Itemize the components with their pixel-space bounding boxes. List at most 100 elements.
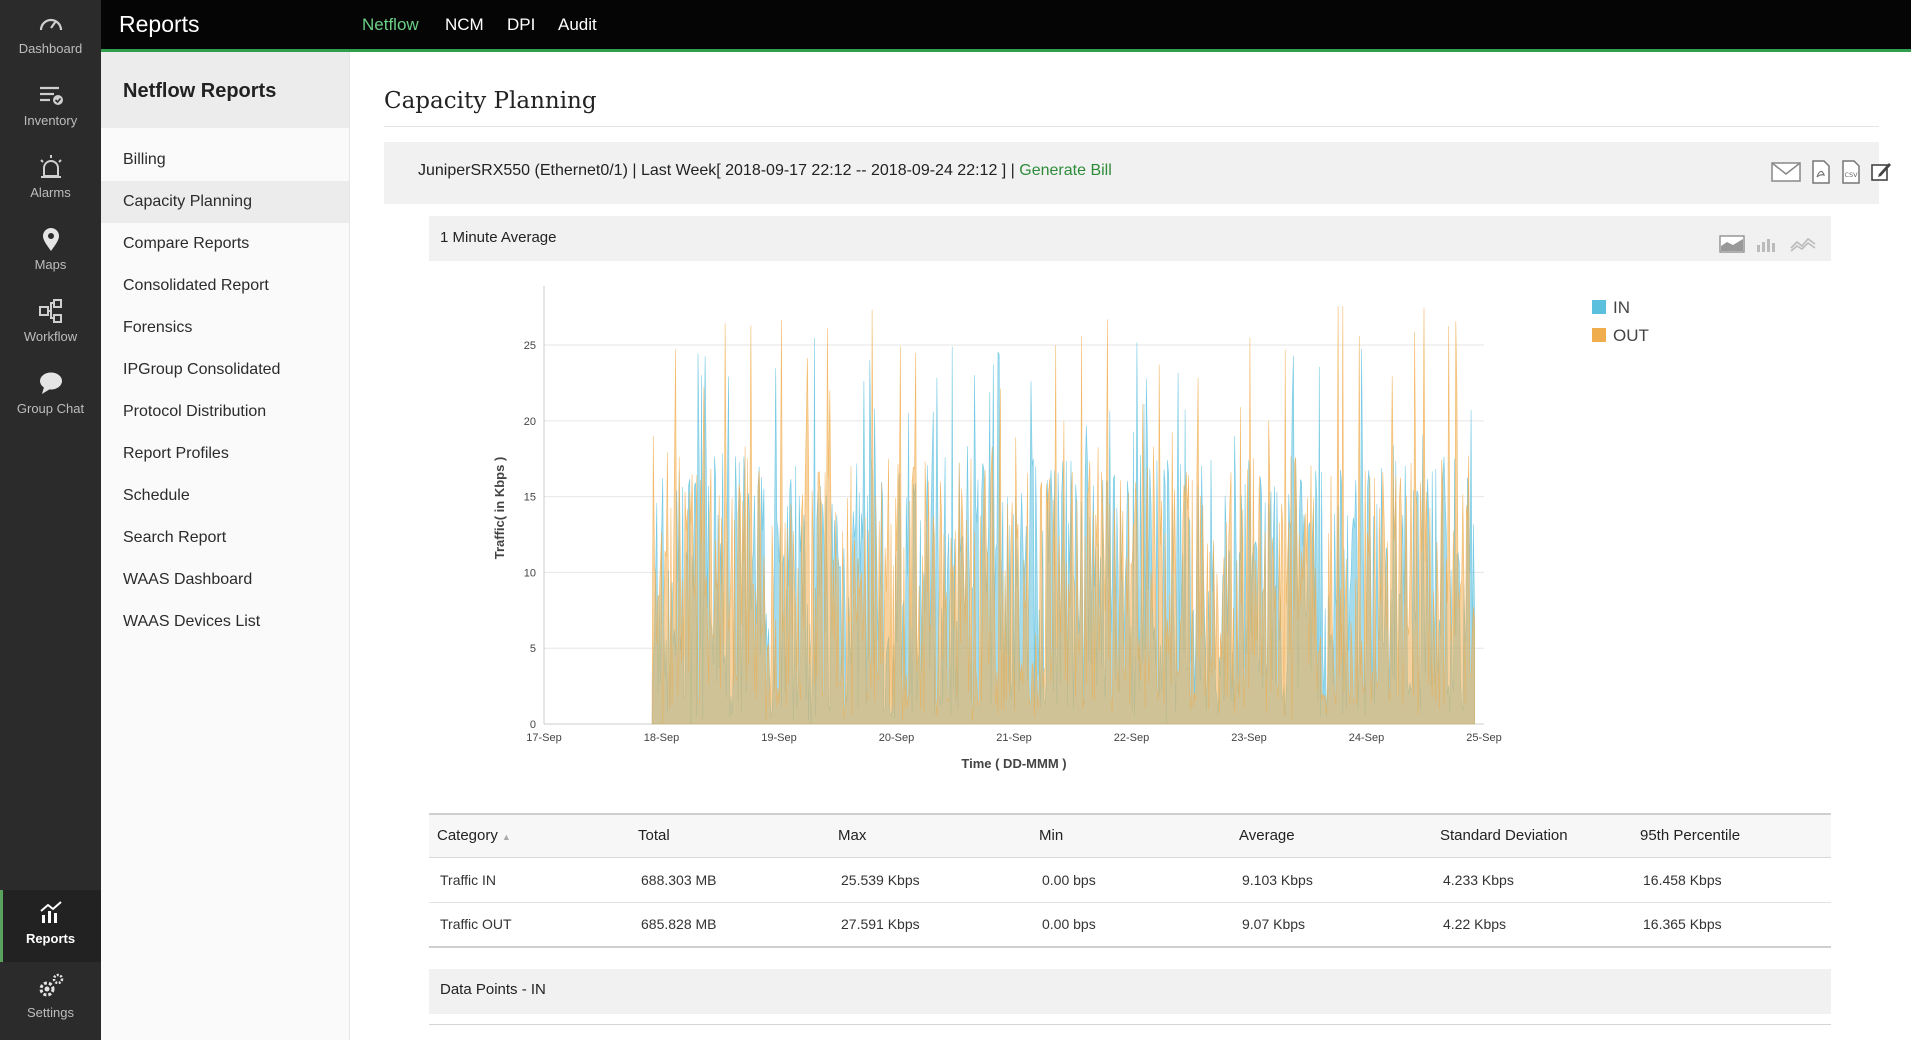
table-cell: 4.22 Kbps xyxy=(1432,902,1632,948)
divider xyxy=(429,1024,1831,1025)
tab-audit[interactable]: Audit xyxy=(558,15,597,34)
bar-chart-icon[interactable] xyxy=(1755,235,1779,253)
data-points-header: Data Points - IN xyxy=(429,969,1831,1014)
rail-item-workflow[interactable]: Workflow xyxy=(0,288,101,360)
sidebar-item-report-profiles[interactable]: Report Profiles xyxy=(123,445,229,462)
chart-header-title: 1 Minute Average xyxy=(440,229,557,246)
x-tick-label: 18-Sep xyxy=(644,732,679,744)
sidebar-item-protocol-distribution[interactable]: Protocol Distribution xyxy=(123,403,267,420)
legend-label-out: OUT xyxy=(1613,326,1649,345)
rail-item-reports[interactable]: Reports xyxy=(0,890,101,962)
column-header-95th-percentile: 95th Percentile xyxy=(1632,813,1831,858)
tab-netflow[interactable]: Netflow xyxy=(362,15,419,34)
table-header-row: Category ▲ Total Max Min Average Standard… xyxy=(429,813,1831,858)
pdf-icon[interactable] xyxy=(1810,159,1832,185)
x-tick-label: 17-Sep xyxy=(526,732,561,744)
table-cell: 0.00 bps xyxy=(1031,857,1231,903)
legend-label-in: IN xyxy=(1613,298,1630,317)
table-cell: 688.303 MB xyxy=(630,857,830,903)
sort-icon[interactable]: ▲ xyxy=(501,832,511,843)
rail-item-dashboard[interactable]: Dashboard xyxy=(0,0,101,72)
tab-ncm[interactable]: NCM xyxy=(445,15,484,34)
gear-icon xyxy=(39,973,63,997)
rail-label: Inventory xyxy=(23,113,78,128)
y-tick-label: 5 xyxy=(530,643,536,655)
sidebar-item-waas-devices-list[interactable]: WAAS Devices List xyxy=(123,613,261,630)
chart-header: 1 Minute Average xyxy=(429,216,1831,261)
sidebar-item-compare-reports[interactable]: Compare Reports xyxy=(123,235,250,252)
sidebar-item-search-report[interactable]: Search Report xyxy=(123,529,227,546)
rail-item-alarms[interactable]: Alarms xyxy=(0,144,101,216)
reports-chart-icon xyxy=(39,901,62,923)
sidebar-item-ipgroup-consolidated[interactable]: IPGroup Consolidated xyxy=(123,361,281,378)
table-row: Traffic IN 688.303 MB 25.539 Kbps 0.00 b… xyxy=(429,857,1831,903)
rail-item-maps[interactable]: Maps xyxy=(0,216,101,288)
table-cell: 25.539 Kbps xyxy=(830,857,1031,903)
rail-label: Settings xyxy=(27,1005,74,1020)
report-info-text: JuniperSRX550 (Ethernet0/1) | Last Week[… xyxy=(418,162,1015,179)
column-header-label: Category xyxy=(437,827,498,845)
table-cell: 16.365 Kbps xyxy=(1632,902,1831,948)
left-rail: Dashboard Inventory Alarms Maps Workflow… xyxy=(0,0,101,1040)
x-tick-label: 25-Sep xyxy=(1466,732,1501,744)
chat-icon xyxy=(39,372,62,394)
legend-swatch-out xyxy=(1592,328,1606,342)
page-title: Capacity Planning xyxy=(384,88,597,114)
rail-item-inventory[interactable]: Inventory xyxy=(0,72,101,144)
sidebar-item-capacity-planning[interactable]: Capacity Planning xyxy=(101,181,349,223)
table-row: Traffic OUT 685.828 MB 27.591 Kbps 0.00 … xyxy=(429,902,1831,948)
y-tick-label: 10 xyxy=(524,567,536,579)
netflow-reports-sidebar: Netflow Reports Billing Capacity Plannin… xyxy=(101,52,350,1040)
rail-label: Reports xyxy=(25,931,76,946)
column-header-std-dev: Standard Deviation xyxy=(1432,813,1632,858)
y-tick-label: 25 xyxy=(524,340,536,352)
rail-label: Alarms xyxy=(30,185,71,200)
sidebar-item-billing[interactable]: Billing xyxy=(123,151,166,168)
stats-table: Category ▲ Total Max Min Average Standard… xyxy=(429,813,1831,948)
sidebar-item-forensics[interactable]: Forensics xyxy=(123,319,193,336)
rail-label: Maps xyxy=(34,257,67,272)
workflow-icon xyxy=(38,299,62,323)
edit-icon[interactable] xyxy=(1870,159,1892,185)
table-cell: 0.00 bps xyxy=(1031,902,1231,948)
x-tick-label: 23-Sep xyxy=(1231,732,1266,744)
series-area-out xyxy=(651,305,1475,725)
email-icon[interactable] xyxy=(1770,159,1802,185)
rail-label: Group Chat xyxy=(16,401,85,416)
sidebar-item-schedule[interactable]: Schedule xyxy=(123,487,190,504)
tab-dpi[interactable]: DPI xyxy=(507,15,536,34)
legend-swatch-in xyxy=(1592,300,1606,314)
inventory-icon xyxy=(39,86,63,105)
main-content: Capacity Planning JuniperSRX550 (Etherne… xyxy=(350,52,1911,1040)
column-header-average: Average xyxy=(1231,813,1432,858)
rail-item-group-chat[interactable]: Group Chat xyxy=(0,360,101,432)
column-header-total: Total xyxy=(630,813,830,858)
divider xyxy=(384,126,1879,127)
report-info: JuniperSRX550 (Ethernet0/1) | Last Week[… xyxy=(418,162,1112,180)
app-title: Reports xyxy=(119,11,200,37)
sidebar-item-consolidated-report[interactable]: Consolidated Report xyxy=(123,277,269,294)
sidebar-heading: Netflow Reports xyxy=(101,52,349,128)
map-pin-icon xyxy=(42,228,59,251)
generate-bill-link[interactable]: Generate Bill xyxy=(1019,162,1112,179)
svg-text:CSV: CSV xyxy=(1845,171,1859,179)
report-header: JuniperSRX550 (Ethernet0/1) | Last Week[… xyxy=(384,142,1891,204)
column-header-min: Min xyxy=(1031,813,1231,858)
column-header-category[interactable]: Category ▲ xyxy=(429,813,630,858)
gauge-icon xyxy=(39,18,62,31)
csv-icon[interactable]: CSV xyxy=(1840,159,1862,185)
line-chart-icon[interactable] xyxy=(1790,235,1816,253)
y-tick-label: 0 xyxy=(530,719,536,731)
alarm-icon xyxy=(39,155,62,178)
rail-item-settings[interactable]: Settings xyxy=(0,962,101,1034)
table-cell: 16.458 Kbps xyxy=(1632,857,1831,903)
table-cell: 685.828 MB xyxy=(630,902,830,948)
area-chart-icon[interactable] xyxy=(1719,235,1745,253)
rail-label: Dashboard xyxy=(18,41,83,56)
data-points-title: Data Points - IN xyxy=(440,981,546,998)
sidebar-item-waas-dashboard[interactable]: WAAS Dashboard xyxy=(123,571,253,588)
traffic-chart: 0 5 10 15 20 25 17-Sep 18-Sep 19-Sep 20-Sep 21-Sep… xyxy=(492,286,1649,771)
y-tick-label: 15 xyxy=(524,492,536,504)
table-cell: 9.07 Kbps xyxy=(1231,902,1432,948)
